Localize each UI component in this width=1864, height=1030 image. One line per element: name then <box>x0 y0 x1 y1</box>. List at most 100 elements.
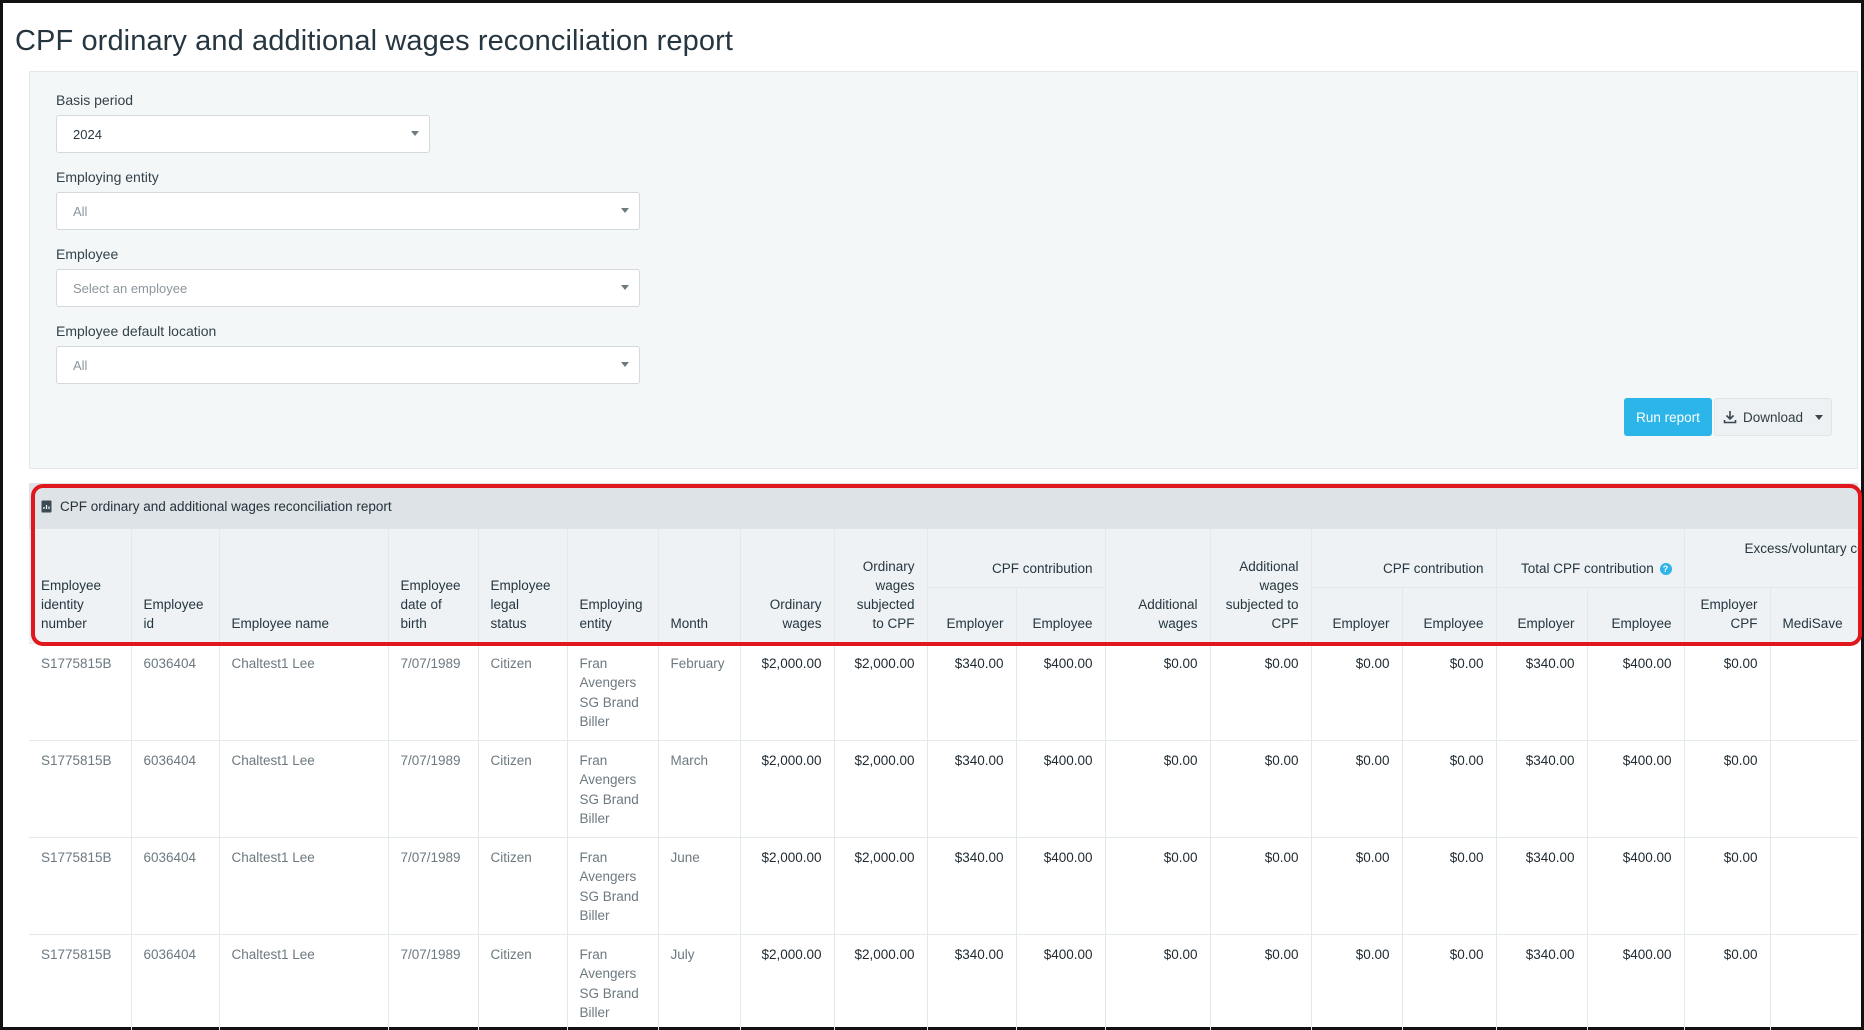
table-cell: $0.00 <box>1402 642 1497 740</box>
col-header[interactable]: Employer <box>1311 587 1403 643</box>
table-cell: Citizen <box>478 933 568 1030</box>
table-cell: June <box>658 836 741 934</box>
col-header[interactable]: Employee <box>1402 587 1497 643</box>
table-row: S1775815B 6036404 Chaltest1 Lee 7/07/1989 Ci… <box>29 836 1858 934</box>
report-table: Employee identity number Employee id Emp… <box>29 529 1858 1030</box>
table-cell: $400.00 <box>1587 642 1685 740</box>
table-cell: $0.00 <box>1311 933 1403 1030</box>
table-cell: 7/07/1989 <box>388 642 479 740</box>
table-cell: $0.00 <box>1311 836 1403 934</box>
col-header[interactable]: Ordinary wages subjected to CPF <box>834 529 928 643</box>
report-doc-icon <box>41 500 52 512</box>
col-header[interactable]: Additional wages subjected to CPF <box>1210 529 1312 643</box>
table-cell: $340.00 <box>927 739 1017 837</box>
employing-entity-value: All <box>73 203 88 219</box>
default-location-label: Employee default location <box>56 323 217 339</box>
default-location-select[interactable]: All <box>56 346 640 384</box>
table-cell: July <box>658 933 741 1030</box>
table-cell: S1775815B <box>29 933 132 1030</box>
group-header-total-cpf-label: Total CPF contribution <box>1520 561 1654 576</box>
chevron-down-icon <box>621 208 629 213</box>
table-row: S1775815B 6036404 Chaltest1 Lee 7/07/1989 Ci… <box>29 739 1858 837</box>
download-icon <box>1723 411 1737 424</box>
table-cell: $0.00 <box>1311 739 1403 837</box>
col-header[interactable]: Employee <box>1587 587 1685 643</box>
group-header-excess: Excess/voluntary contribution <box>1684 529 1858 588</box>
filter-panel: Basis period 2024 Employing entity All E… <box>29 71 1858 469</box>
table-cell: Chaltest1 Lee <box>219 933 389 1030</box>
table-cell: $0.00 <box>1210 739 1312 837</box>
help-icon[interactable]: ? <box>1659 563 1672 575</box>
table-cell: Citizen <box>478 642 568 740</box>
table-cell: $340.00 <box>1496 933 1588 1030</box>
col-header[interactable]: Employee <box>1016 587 1106 643</box>
table-cell: $0.00 <box>1402 836 1497 934</box>
table-cell: $400.00 <box>1016 933 1106 1030</box>
col-header[interactable]: Employee name <box>219 529 389 643</box>
table-cell: $2,000.00 <box>740 642 835 740</box>
table-row: S1775815B 6036404 Chaltest1 Lee 7/07/1989 Ci… <box>29 933 1858 1030</box>
col-header[interactable]: Employee date of birth <box>388 529 479 643</box>
table-cell: $2,000.00 <box>834 739 928 837</box>
col-header[interactable]: Employee id <box>131 529 220 643</box>
table-cell: $400.00 <box>1587 739 1685 837</box>
table-cell: $2,000.00 <box>834 836 928 934</box>
col-header[interactable]: Employer <box>927 587 1017 643</box>
table-row: S1775815B 6036404 Chaltest1 Lee 7/07/1989 Ci… <box>29 642 1858 740</box>
download-button[interactable]: Download <box>1714 398 1832 436</box>
basis-period-value: 2024 <box>73 126 102 142</box>
table-cell: $0.00 <box>1105 836 1211 934</box>
table-cell: $340.00 <box>927 642 1017 740</box>
report-header: CPF ordinary and additional wages reconc… <box>29 483 1858 529</box>
table-cell: Chaltest1 Lee <box>219 836 389 934</box>
run-report-button[interactable]: Run report <box>1624 398 1712 436</box>
table-cell: 6036404 <box>131 933 220 1030</box>
col-header[interactable]: Ordinary wages <box>740 529 835 643</box>
col-header[interactable]: Employee identity number <box>29 529 132 643</box>
table-cell: $400.00 <box>1587 836 1685 934</box>
table-cell: March <box>658 739 741 837</box>
group-header-cpf-contribution: CPF contribution <box>927 529 1106 588</box>
col-header[interactable]: Additional wages <box>1105 529 1211 643</box>
table-cell: 7/07/1989 <box>388 739 479 837</box>
table-cell: $0.00 <box>1684 642 1771 740</box>
chevron-down-icon <box>621 362 629 367</box>
report-body: S1775815B 6036404 Chaltest1 Lee 7/07/1989 Ci… <box>29 642 1858 1030</box>
download-label: Download <box>1743 409 1804 425</box>
table-cell: $0.00 <box>1210 642 1312 740</box>
employee-select[interactable]: Select an employee <box>56 269 640 307</box>
table-cell: $0.00 <box>1105 642 1211 740</box>
table-cell: $0.00 <box>1770 836 1858 934</box>
table-cell: Chaltest1 Lee <box>219 642 389 740</box>
col-header[interactable]: MediSave <box>1770 587 1858 643</box>
table-cell: $0.00 <box>1402 739 1497 837</box>
table-cell: 6036404 <box>131 739 220 837</box>
col-header[interactable]: Month <box>658 529 741 643</box>
table-cell: Fran Avengers SG Brand Biller <box>567 739 659 837</box>
group-header-cpf-contribution-aw: CPF contribution <box>1311 529 1497 588</box>
table-cell: $340.00 <box>1496 739 1588 837</box>
table-cell: $0.00 <box>1770 739 1858 837</box>
employing-entity-select[interactable]: All <box>56 192 640 230</box>
table-cell: $400.00 <box>1587 933 1685 1030</box>
col-header[interactable]: Employing entity <box>567 529 659 643</box>
table-cell: $0.00 <box>1684 933 1771 1030</box>
employee-placeholder: Select an employee <box>73 280 188 296</box>
chevron-down-icon <box>621 285 629 290</box>
col-header[interactable]: Employer CPF <box>1684 587 1771 643</box>
basis-period-label: Basis period <box>56 92 134 108</box>
table-cell: $0.00 <box>1105 933 1211 1030</box>
report-section: CPF ordinary and additional wages reconc… <box>29 483 1858 1030</box>
table-cell: $2,000.00 <box>740 739 835 837</box>
basis-period-select[interactable]: 2024 <box>56 115 430 153</box>
table-cell: $340.00 <box>1496 836 1588 934</box>
table-cell: $340.00 <box>927 836 1017 934</box>
table-cell: Fran Avengers SG Brand Biller <box>567 642 659 740</box>
col-header[interactable]: Employer <box>1496 587 1588 643</box>
group-header-total-cpf: Total CPF contribution ? <box>1496 529 1685 588</box>
col-header[interactable]: Employee legal status <box>478 529 568 643</box>
table-cell: $0.00 <box>1684 739 1771 837</box>
table-cell: Chaltest1 Lee <box>219 739 389 837</box>
table-cell: $400.00 <box>1016 836 1106 934</box>
table-cell: $0.00 <box>1770 642 1858 740</box>
